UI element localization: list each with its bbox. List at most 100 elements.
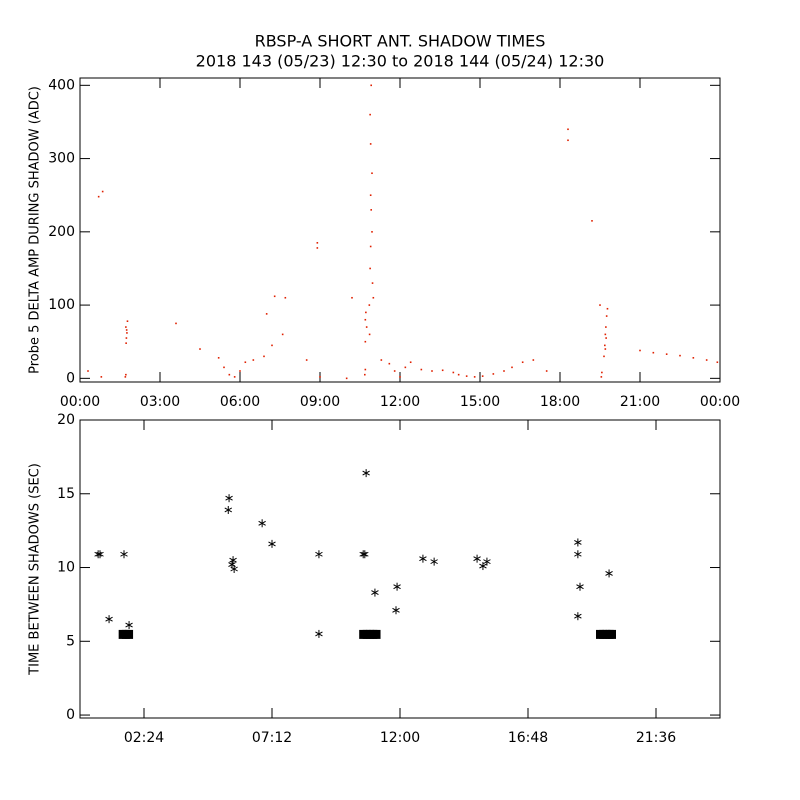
data-point bbox=[224, 505, 233, 514]
chart-title: RBSP-A SHORT ANT. SHADOW TIMES bbox=[255, 32, 546, 51]
asterisk-stroke bbox=[361, 551, 369, 557]
data-point bbox=[605, 326, 607, 328]
data-point bbox=[399, 376, 401, 378]
data-point bbox=[369, 267, 371, 270]
asterisk-stroke bbox=[574, 540, 582, 545]
data-point bbox=[679, 354, 681, 357]
data-point bbox=[521, 361, 524, 364]
data-point bbox=[105, 615, 113, 624]
data-point bbox=[393, 370, 396, 372]
data-point bbox=[532, 359, 535, 361]
data-point bbox=[430, 557, 438, 566]
data-point bbox=[371, 282, 374, 284]
data-point bbox=[305, 359, 308, 361]
data-point bbox=[652, 351, 655, 354]
data-point bbox=[409, 361, 412, 364]
data-point bbox=[369, 143, 372, 145]
data-point bbox=[604, 344, 606, 347]
data-point bbox=[705, 359, 708, 361]
data-point bbox=[371, 588, 379, 597]
asterisk-stroke bbox=[268, 541, 276, 547]
data-point bbox=[603, 355, 605, 358]
data-point bbox=[244, 361, 247, 364]
asterisk-stroke bbox=[96, 551, 104, 557]
data-point bbox=[465, 375, 468, 377]
data-point bbox=[229, 556, 237, 565]
asterisk-stroke bbox=[224, 507, 233, 513]
data-point bbox=[126, 320, 129, 322]
data-point bbox=[370, 84, 372, 87]
data-point bbox=[228, 373, 231, 376]
asterisk-stroke bbox=[430, 559, 438, 565]
x-tick-label: 12:00 bbox=[380, 730, 420, 746]
data-point bbox=[361, 550, 369, 559]
data-point bbox=[372, 296, 375, 299]
data-point bbox=[364, 373, 366, 376]
asterisk-stroke bbox=[605, 570, 613, 576]
x-tick-label: 18:00 bbox=[540, 394, 580, 410]
data-point bbox=[96, 550, 104, 559]
asterisk-stroke bbox=[315, 551, 323, 557]
data-point bbox=[273, 295, 276, 298]
asterisk-stroke bbox=[225, 495, 233, 501]
data-point bbox=[284, 296, 287, 299]
x-tick-label: 15:00 bbox=[460, 394, 500, 410]
data-point bbox=[125, 342, 127, 344]
data-point bbox=[369, 194, 372, 197]
data-point bbox=[125, 629, 134, 639]
data-point bbox=[665, 353, 668, 355]
data-point bbox=[457, 373, 460, 376]
asterisk-stroke bbox=[315, 631, 323, 637]
data-point bbox=[371, 172, 373, 175]
data-point bbox=[692, 357, 695, 359]
asterisk-stroke bbox=[359, 551, 367, 557]
data-point bbox=[225, 494, 233, 503]
data-point bbox=[369, 113, 371, 116]
data-point bbox=[492, 373, 495, 375]
y-tick-label: 0 bbox=[66, 707, 75, 723]
data-point bbox=[388, 362, 391, 365]
data-point bbox=[364, 318, 367, 321]
asterisk-stroke bbox=[574, 613, 582, 619]
y-tick-label: 15 bbox=[57, 486, 75, 502]
data-point bbox=[263, 355, 265, 358]
data-point bbox=[365, 311, 367, 314]
asterisk-stroke bbox=[230, 566, 238, 572]
asterisk-stroke bbox=[393, 584, 401, 590]
y-tick-label: 5 bbox=[66, 633, 75, 649]
asterisk-stroke bbox=[473, 556, 481, 562]
asterisk-stroke bbox=[479, 563, 487, 569]
data-point bbox=[605, 337, 607, 339]
data-point bbox=[265, 313, 268, 315]
data-point bbox=[252, 359, 255, 361]
data-point bbox=[217, 357, 220, 359]
data-point bbox=[362, 469, 370, 478]
asterisk-stroke bbox=[258, 520, 266, 526]
data-point bbox=[431, 370, 433, 372]
data-point bbox=[404, 366, 407, 369]
data-point bbox=[125, 373, 127, 376]
asterisk-stroke bbox=[371, 590, 379, 596]
data-point bbox=[591, 220, 593, 222]
x-tick-label: 07:12 bbox=[252, 730, 292, 746]
data-point bbox=[319, 376, 321, 378]
data-point bbox=[316, 247, 319, 249]
data-point bbox=[368, 333, 371, 336]
asterisk-stroke bbox=[392, 607, 400, 613]
data-point bbox=[100, 376, 103, 378]
data-point bbox=[371, 231, 373, 233]
data-point bbox=[608, 629, 616, 639]
data-point bbox=[567, 139, 569, 142]
data-point bbox=[364, 340, 367, 343]
data-point bbox=[380, 359, 383, 361]
data-point bbox=[605, 569, 613, 578]
data-point bbox=[481, 375, 484, 377]
x-tick-label: 03:00 bbox=[140, 394, 180, 410]
data-point bbox=[605, 315, 608, 317]
data-point bbox=[223, 366, 225, 369]
data-point bbox=[125, 621, 133, 630]
data-point bbox=[606, 307, 609, 310]
data-point bbox=[315, 550, 323, 559]
